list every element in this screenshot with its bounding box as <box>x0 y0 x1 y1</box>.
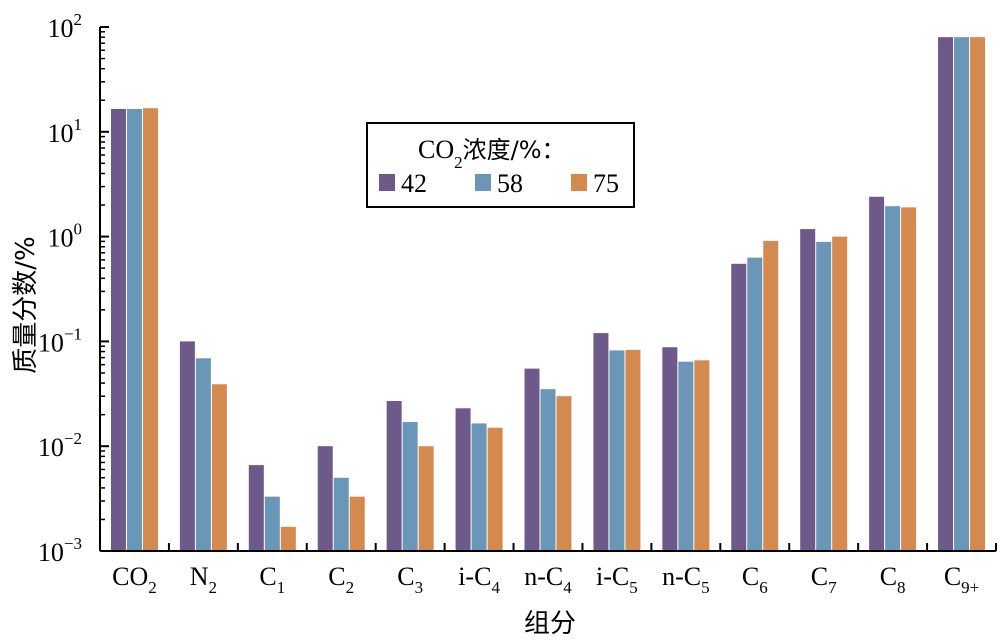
x-tick-label: C3 <box>397 562 423 597</box>
bar-58 <box>954 37 970 551</box>
y-axis-title: 质量分数/% <box>11 236 41 373</box>
legend-title: CO2浓度/%： <box>418 135 566 172</box>
bar-58 <box>885 206 901 551</box>
bar-58 <box>678 361 694 551</box>
bar-58 <box>126 109 142 551</box>
legend-swatch-75 <box>571 174 587 191</box>
bar-75 <box>694 360 710 551</box>
bar-58 <box>471 423 487 551</box>
y-tick-label: 10−1 <box>38 324 82 357</box>
bar-75 <box>901 207 917 551</box>
bar-42 <box>938 37 954 551</box>
x-tick-label: i-C4 <box>458 562 500 597</box>
bar-58 <box>609 350 625 551</box>
bar-42 <box>524 368 540 551</box>
y-ticks-group: 10−3 10−2 10−1 100 101 102 <box>38 10 109 567</box>
x-tick-label: n-C5 <box>662 562 710 597</box>
bar-58 <box>816 241 832 551</box>
bar-75 <box>832 236 848 551</box>
bar-58 <box>402 422 418 551</box>
legend-label-75: 75 <box>593 169 619 198</box>
x-tick-label: C1 <box>259 562 285 597</box>
x-tick-label: C2 <box>328 562 354 597</box>
bar-58 <box>747 257 763 551</box>
bar-75 <box>211 384 227 551</box>
legend-swatch-58 <box>475 174 491 191</box>
legend-swatch-42 <box>379 174 395 191</box>
bar-42 <box>869 196 885 552</box>
bars-group <box>110 37 986 552</box>
bar-42 <box>662 347 678 551</box>
x-tick-label: CO2 <box>112 562 157 597</box>
legend-label-42: 42 <box>401 169 427 198</box>
x-tick-label: N2 <box>190 562 217 597</box>
x-tick-label: C6 <box>742 562 768 597</box>
y-tick-label: 101 <box>48 115 83 148</box>
bar-42 <box>593 333 609 551</box>
x-axis-title: 组分 <box>524 609 576 639</box>
x-tick-label: C7 <box>811 562 837 597</box>
x-tick-label: C9+ <box>944 562 979 597</box>
bar-75 <box>763 240 779 551</box>
bar-58 <box>264 496 280 551</box>
x-tick-label: C8 <box>880 562 906 597</box>
bar-42 <box>248 465 264 551</box>
y-tick-label: 10−3 <box>38 534 82 567</box>
y-tick-label: 10−2 <box>38 429 82 462</box>
x-tick-label: n-C4 <box>524 562 572 597</box>
y-tick-label: 100 <box>48 220 83 253</box>
bar-58 <box>333 477 349 551</box>
bar-75 <box>280 526 296 551</box>
legend: CO2浓度/%： 42 58 75 <box>366 122 635 208</box>
legend-label-58: 58 <box>497 169 523 198</box>
bar-42 <box>386 400 402 551</box>
bar-75 <box>625 349 641 551</box>
x-ticks-group: CO2 N2 C1 C2 C3 i-C4 n-C4 i-C5 n-C5 C6 C7 C8 C9+ <box>112 543 997 597</box>
bar-75 <box>556 396 572 551</box>
bar-42 <box>731 263 747 551</box>
bar-42 <box>179 341 195 551</box>
bar-42 <box>317 446 333 551</box>
bar-75 <box>142 108 158 551</box>
x-tick-label: i-C5 <box>596 562 638 597</box>
bar-58 <box>195 358 211 551</box>
bar-75 <box>418 446 434 551</box>
bar-75 <box>349 496 365 551</box>
bar-42 <box>800 229 816 551</box>
bar-42 <box>455 408 471 551</box>
legend-items: 42 58 75 <box>379 169 619 198</box>
y-tick-label: 102 <box>48 10 83 43</box>
bar-42 <box>110 109 126 551</box>
axes-group <box>99 27 996 552</box>
legend-frame <box>366 122 635 208</box>
bar-75 <box>487 427 503 551</box>
bar-75 <box>970 37 986 551</box>
bar-58 <box>540 389 556 551</box>
